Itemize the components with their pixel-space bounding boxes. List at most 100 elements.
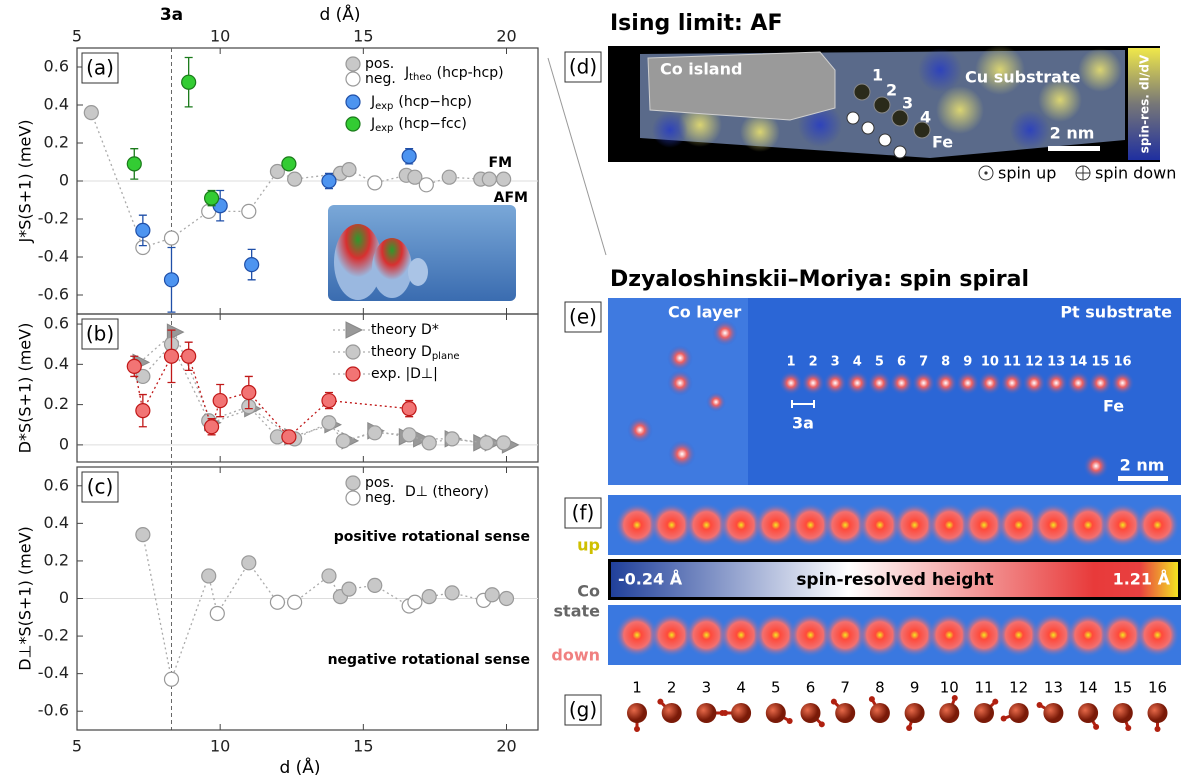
image-label: Fe — [1103, 397, 1124, 416]
legend-name-rest: (hcp−hcp) — [398, 94, 472, 110]
x-tick-label-top: 20 — [496, 27, 516, 46]
atom-number: 5 — [875, 355, 884, 370]
y-tick-label: 0.6 — [44, 475, 69, 494]
marker — [498, 590, 515, 607]
legend-name-sub: exp — [375, 101, 393, 112]
marker — [203, 419, 220, 435]
panel-label: (e) — [569, 305, 597, 329]
spin-arrowhead — [1000, 715, 1007, 722]
marker — [163, 230, 180, 246]
spin-atom — [1008, 703, 1029, 723]
atom-number: 16 — [1113, 355, 1131, 370]
y-tick-label: -0.6 — [38, 701, 69, 720]
chart-panel: 0 0.2 0.4 0.6 D*S(S+1) (meV) (b) theory D* theo… — [16, 313, 539, 463]
y-tick-label: 0 — [59, 171, 69, 190]
spin-arrowhead — [657, 698, 664, 705]
marker — [345, 344, 361, 360]
legend-label: Jtheo (hcp-hcp) — [404, 65, 504, 83]
marker — [241, 203, 257, 219]
atom-down — [927, 613, 972, 657]
atom-down — [649, 613, 694, 657]
atom-down — [719, 613, 764, 657]
state-label: state — [554, 602, 601, 621]
legend-name: J — [404, 65, 409, 81]
scale-label: 2 nm — [1050, 124, 1095, 143]
spin-arrowhead — [634, 726, 640, 732]
legend-name-sub: exp — [375, 123, 393, 134]
y-tick-label: -0.4 — [38, 247, 69, 266]
legend-label: neg. — [365, 71, 396, 87]
atom-label: 3 — [902, 94, 913, 113]
colorbar-max: 1.21 Å — [1113, 570, 1171, 589]
marker — [367, 577, 383, 593]
atom-down — [823, 613, 868, 657]
spin-arrowhead — [786, 718, 793, 724]
legend-label: spin down — [1095, 164, 1176, 183]
y-tick-label: 0.4 — [44, 95, 69, 114]
marker — [163, 671, 180, 687]
state-label: up — [577, 536, 600, 555]
marker — [407, 169, 423, 185]
spin-atom — [800, 703, 821, 723]
panel-g: (g) 1 2 3 4 5 6 7 8 9 10 11 12 13 14 15 16 — [564, 679, 1168, 732]
marker — [345, 56, 361, 72]
atom-up — [927, 503, 972, 547]
atom — [779, 371, 803, 395]
marker — [345, 475, 361, 491]
panel-label-box — [564, 301, 602, 333]
state-label: Co — [577, 582, 600, 601]
atom — [911, 371, 936, 395]
atom-down — [962, 613, 1006, 657]
spin-atom — [1078, 703, 1099, 723]
marker — [201, 568, 217, 584]
height-colorbar — [608, 559, 1181, 600]
atom-up — [996, 503, 1041, 547]
panel-label-box — [81, 52, 119, 84]
panel-title: Dzyaloshinskii–Moriya: spin spiral — [610, 267, 1029, 292]
marker — [345, 94, 361, 110]
atom-up — [788, 503, 833, 547]
marker — [83, 104, 99, 121]
x-tick-label: 15 — [353, 737, 373, 756]
colorbar-label: spin-res. dI/dV — [1138, 54, 1152, 153]
image-label: Fe — [932, 133, 953, 152]
atom-up — [1031, 503, 1076, 547]
atom-number: 14 — [1079, 679, 1098, 697]
marker — [418, 177, 434, 193]
marker — [287, 171, 303, 187]
atom — [1088, 371, 1113, 395]
atom — [977, 371, 1002, 395]
atom-down — [1031, 613, 1076, 657]
marker — [345, 321, 364, 339]
marker — [281, 156, 297, 172]
plot-frame — [76, 313, 539, 463]
spin-atom — [627, 703, 647, 723]
marker — [321, 415, 337, 431]
legend-name: D⊥ (theory) — [405, 484, 489, 500]
atom — [955, 371, 980, 395]
panel-label: (a) — [86, 56, 114, 80]
chart-panel: -0.6 -0.4 -0.2 0 0.2 0.4 0.6 5 10 15 20 d (Å) D⊥*S(S… — [16, 466, 539, 778]
atom-label: 1 — [872, 66, 883, 85]
atom-number: 7 — [919, 355, 928, 370]
marker — [135, 403, 151, 419]
marker — [209, 605, 225, 622]
atom-up — [823, 503, 868, 547]
scale-bar — [1048, 146, 1100, 151]
marker — [321, 173, 337, 189]
x-tick-label-top: 10 — [210, 27, 230, 46]
panel-label: (c) — [87, 475, 114, 499]
atom-up — [892, 503, 937, 547]
legend-label: Jexp (hcp−fcc) — [370, 116, 467, 134]
atom-number: 7 — [840, 679, 850, 697]
spin-atom — [835, 703, 856, 723]
marker — [341, 162, 357, 178]
legend-name-sub: plane — [432, 351, 460, 362]
legend-name: theory D* — [371, 322, 439, 338]
atom-down — [1066, 613, 1111, 657]
marker — [287, 594, 303, 610]
legend-name: exp. |D⊥| — [371, 366, 438, 382]
legend-label: pos. — [365, 475, 394, 491]
legend-name-rest: (hcp−fcc) — [398, 116, 466, 132]
